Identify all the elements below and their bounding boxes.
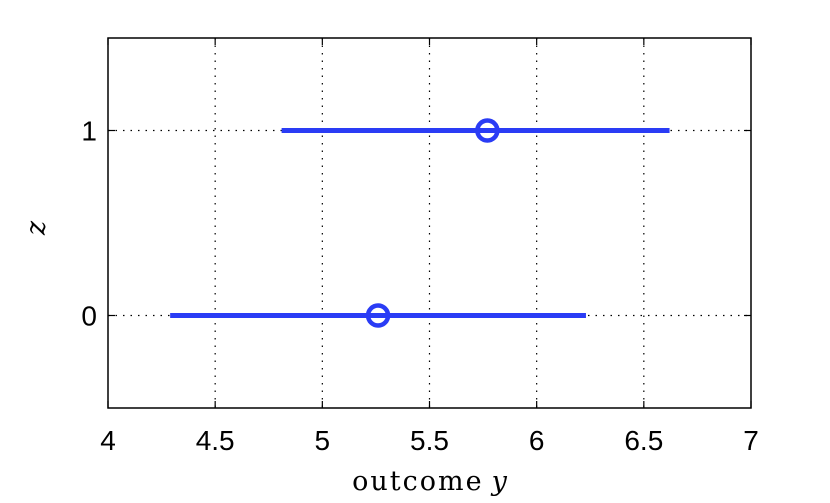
x-tick-label: 6: [529, 425, 545, 456]
point-estimate-marker: [475, 118, 500, 143]
x-tick-label: 4.5: [196, 425, 235, 456]
x-tick-label: 4: [100, 425, 116, 456]
y-tick-label: 1: [81, 116, 97, 147]
x-tick-label: 7: [743, 425, 759, 456]
grid-lines: [108, 38, 751, 408]
y-axis-label: z: [21, 220, 52, 236]
x-tick-label: 5: [315, 425, 331, 456]
axis-ticks: [107, 38, 752, 408]
interval-marks: [170, 118, 670, 328]
y-tick-label: 0: [81, 301, 97, 332]
x-tick-label: 6.5: [624, 425, 663, 456]
x-axis-label-variable: y: [491, 466, 508, 497]
point-estimate-marker: [365, 303, 391, 328]
x-axis-label: outcome y: [352, 466, 507, 497]
x-tick-labels: 4 4.5 5 5.5 6 6.5 7: [100, 425, 759, 456]
y-tick-labels: 01: [81, 116, 97, 332]
plot-frame: [107, 37, 752, 409]
x-tick-label: 5.5: [410, 425, 449, 456]
x-axis-label-text: outcome: [352, 466, 483, 497]
